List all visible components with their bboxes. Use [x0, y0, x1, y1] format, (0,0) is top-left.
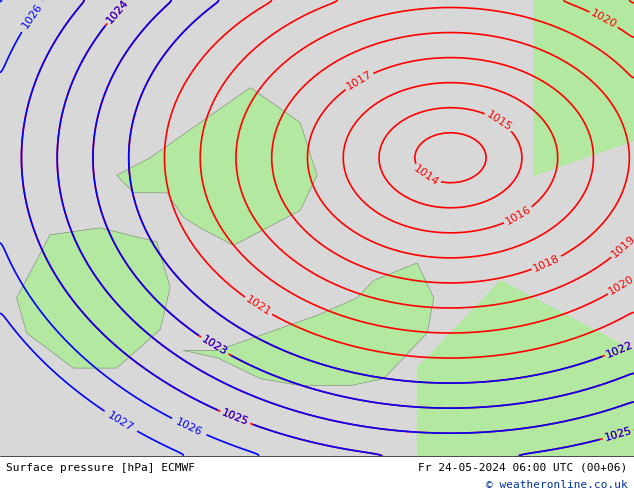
- Text: 1015: 1015: [484, 109, 514, 133]
- Text: 1019: 1019: [609, 234, 634, 260]
- Text: 1025: 1025: [603, 426, 633, 443]
- Polygon shape: [16, 228, 170, 368]
- Text: 1023: 1023: [200, 334, 229, 358]
- Text: 1022: 1022: [605, 340, 634, 360]
- Text: 1025: 1025: [220, 408, 250, 428]
- Text: 1026: 1026: [174, 416, 204, 438]
- Text: 1027: 1027: [106, 410, 136, 433]
- Polygon shape: [117, 88, 317, 245]
- Text: © weatheronline.co.uk: © weatheronline.co.uk: [486, 480, 628, 490]
- Text: 1021: 1021: [243, 294, 273, 318]
- Text: 1024: 1024: [105, 0, 131, 25]
- Text: 1025: 1025: [603, 426, 633, 443]
- Text: Fr 24-05-2024 06:00 UTC (00+06): Fr 24-05-2024 06:00 UTC (00+06): [418, 463, 628, 473]
- Polygon shape: [183, 263, 434, 386]
- Text: 1020: 1020: [607, 274, 634, 297]
- Text: 1017: 1017: [344, 69, 374, 92]
- Text: 1022: 1022: [605, 340, 634, 360]
- Polygon shape: [417, 280, 634, 456]
- Text: 1016: 1016: [504, 204, 533, 227]
- Text: 1024: 1024: [105, 0, 131, 25]
- Polygon shape: [534, 0, 634, 175]
- Text: 1018: 1018: [532, 253, 562, 273]
- Text: 1014: 1014: [411, 164, 441, 188]
- Text: 1020: 1020: [589, 8, 619, 30]
- Text: Surface pressure [hPa] ECMWF: Surface pressure [hPa] ECMWF: [6, 463, 195, 473]
- Text: 1023: 1023: [200, 334, 229, 358]
- Text: 1026: 1026: [20, 1, 44, 30]
- Text: 1025: 1025: [220, 408, 250, 428]
